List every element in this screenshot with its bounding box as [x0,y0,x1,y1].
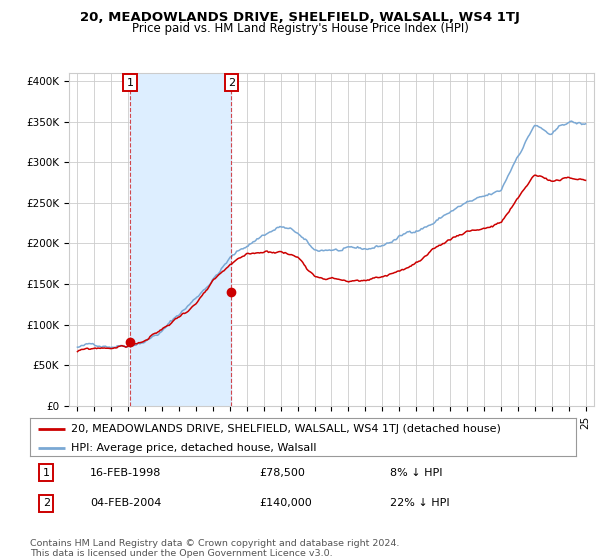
Bar [130,73,232,406]
Text: 16-FEB-1998: 16-FEB-1998 [90,468,161,478]
Text: £78,500: £78,500 [259,468,305,478]
Text: HPI: Average price, detached house, Walsall: HPI: Average price, detached house, Wals… [71,443,316,453]
Text: £140,000: £140,000 [259,498,312,508]
Text: Contains HM Land Registry data © Crown copyright and database right 2024.
This d: Contains HM Land Registry data © Crown c… [30,539,400,558]
Text: Price paid vs. HM Land Registry's House Price Index (HPI): Price paid vs. HM Land Registry's House … [131,22,469,35]
Text: 22% ↓ HPI: 22% ↓ HPI [391,498,450,508]
Text: 8% ↓ HPI: 8% ↓ HPI [391,468,443,478]
Text: 04-FEB-2004: 04-FEB-2004 [90,498,161,508]
Text: 20, MEADOWLANDS DRIVE, SHELFIELD, WALSALL, WS4 1TJ (detached house): 20, MEADOWLANDS DRIVE, SHELFIELD, WALSAL… [71,424,501,434]
Text: 1: 1 [43,468,50,478]
Text: 1: 1 [127,77,134,87]
Text: 20, MEADOWLANDS DRIVE, SHELFIELD, WALSALL, WS4 1TJ: 20, MEADOWLANDS DRIVE, SHELFIELD, WALSAL… [80,11,520,24]
Text: 2: 2 [228,77,235,87]
Text: 2: 2 [43,498,50,508]
